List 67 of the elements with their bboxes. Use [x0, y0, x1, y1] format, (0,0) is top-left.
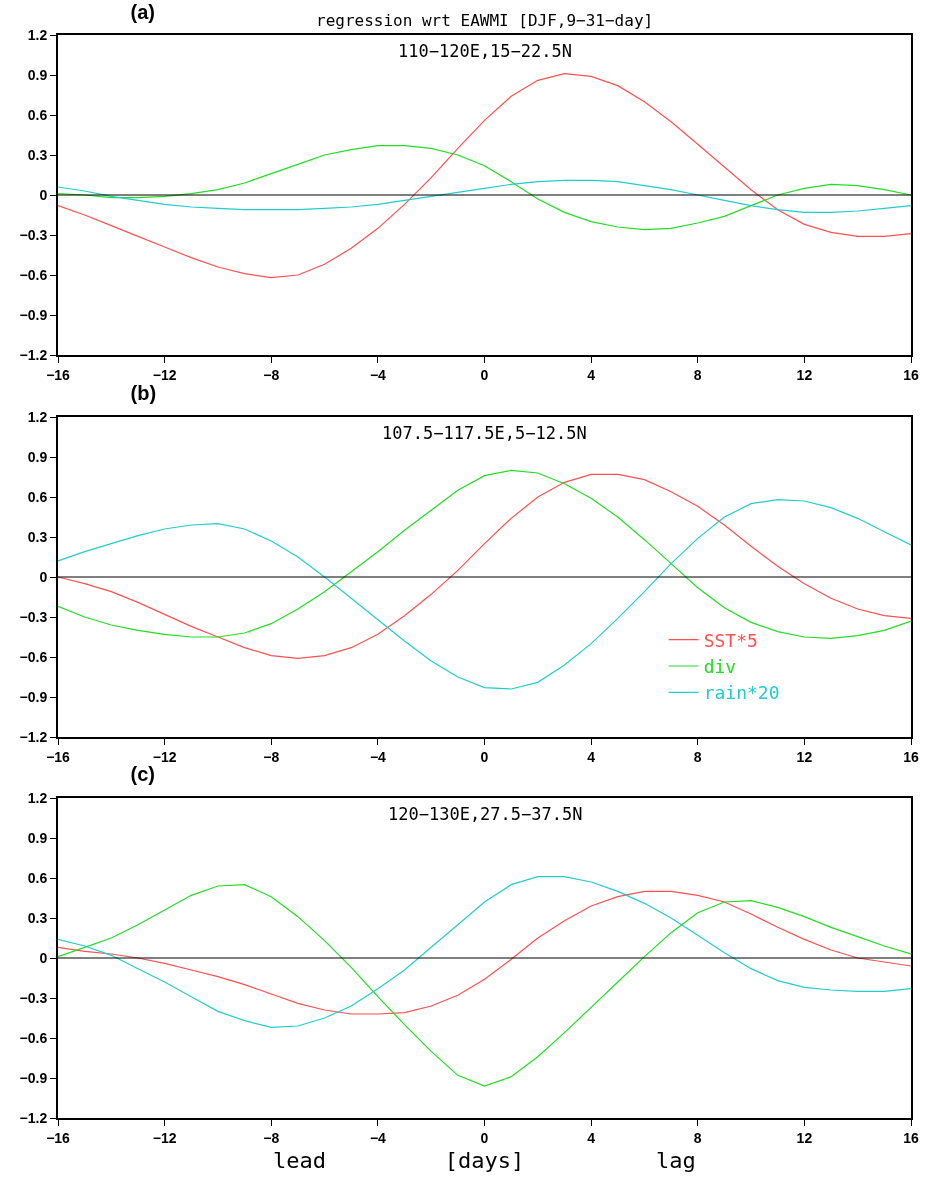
x-tick-label: −8: [263, 1129, 280, 1146]
x-tick-label: 12: [796, 748, 813, 765]
x-tick-label: 0: [480, 748, 489, 765]
text: regression wrt EAWMI [DJF,9−31−day]: [316, 11, 654, 30]
x-axis-title: [days]: [444, 1148, 525, 1174]
x-tick-label: 16: [903, 1129, 919, 1146]
y-tick-label: 1.2: [27, 789, 48, 806]
y-tick-label: −0.6: [19, 266, 48, 283]
y-tick-label: −0.6: [19, 648, 48, 665]
y-tick-label: −0.9: [19, 688, 48, 705]
x-tick-label: 8: [693, 366, 702, 383]
y-tick-label: 1.2: [27, 408, 48, 425]
x-tick-label: −16: [46, 366, 71, 383]
legend-label: SST*5: [703, 629, 758, 651]
chart-subtitle: 120−130E,27.5−37.5N: [388, 804, 583, 824]
x-tick-label: 0: [480, 366, 489, 383]
x-tick-label: 4: [587, 1129, 596, 1146]
x-tick-label: 12: [796, 366, 813, 383]
x-tick-label: −12: [152, 1129, 177, 1146]
y-tick-label: 0.3: [27, 146, 48, 163]
x-tick-label: −8: [263, 748, 280, 765]
y-tick-label: −1.2: [19, 346, 48, 363]
x-tick-label: −16: [46, 748, 71, 765]
x-tick-label: 8: [693, 748, 702, 765]
legend-label: div: [703, 656, 737, 678]
x-tick-label: −12: [152, 366, 177, 383]
x-tick-label: 16: [903, 748, 919, 765]
x-tick-label: −4: [369, 1129, 387, 1146]
x-tick-label: −12: [152, 748, 177, 765]
y-tick-label: 0: [39, 186, 48, 203]
chart-subtitle: 110−120E,15−22.5N: [398, 41, 572, 61]
chart-title: (a): [130, 1, 155, 23]
y-tick-label: −0.6: [19, 1029, 48, 1046]
y-tick-label: 0.6: [27, 488, 48, 505]
x-tick-label: −8: [263, 366, 280, 383]
text: lead: [273, 1148, 326, 1173]
x-tick-label: 16: [903, 366, 919, 383]
legend-label: rain*20: [703, 682, 780, 704]
x-tick-label: 4: [587, 366, 596, 383]
y-tick-label: −1.2: [19, 1109, 48, 1126]
text: lag: [656, 1148, 696, 1173]
y-tick-label: 0.9: [27, 448, 48, 465]
chart-title: (b): [130, 382, 157, 404]
y-tick-label: 0.6: [27, 106, 48, 123]
y-tick-label: 0.3: [27, 909, 48, 926]
y-tick-label: 0: [39, 568, 48, 585]
x-tick-label: 8: [693, 1129, 702, 1146]
y-tick-label: −0.3: [19, 608, 48, 625]
y-tick-label: 0.9: [27, 66, 48, 83]
y-tick-label: 0.3: [27, 528, 48, 545]
y-tick-label: −0.9: [19, 1069, 48, 1086]
y-tick-label: 1.2: [27, 26, 48, 43]
y-tick-label: −0.3: [19, 226, 48, 243]
x-tick-label: −4: [369, 748, 387, 765]
y-tick-label: −0.9: [19, 306, 48, 323]
x-tick-label: 12: [796, 1129, 813, 1146]
chart-title: (c): [130, 763, 155, 785]
y-tick-label: 0: [39, 949, 48, 966]
y-tick-label: −0.3: [19, 989, 48, 1006]
y-tick-label: 0.9: [27, 829, 48, 846]
chart-subtitle: 107.5−117.5E,5−12.5N: [382, 423, 587, 443]
x-tick-label: −16: [46, 1129, 71, 1146]
x-tick-label: 0: [480, 1129, 489, 1146]
x-tick-label: −4: [369, 366, 387, 383]
y-tick-label: −1.2: [19, 728, 48, 745]
y-tick-label: 0.6: [27, 869, 48, 886]
x-tick-label: 4: [587, 748, 596, 765]
